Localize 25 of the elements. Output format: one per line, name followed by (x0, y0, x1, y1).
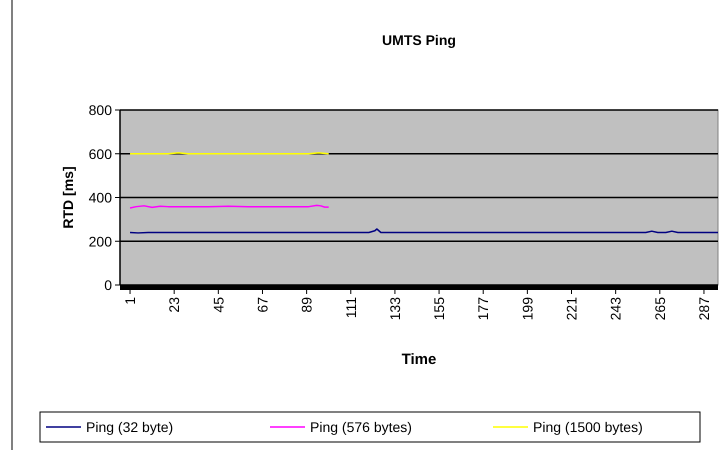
x-tick-label: 221 (564, 296, 580, 320)
x-tick-label: 67 (254, 296, 270, 313)
y-tick-label: 600 (88, 146, 112, 162)
x-tick-label: 199 (519, 296, 536, 320)
y-axis-title: RTD [ms] (60, 166, 76, 229)
legend-label: Ping (1500 bytes) (533, 419, 643, 435)
x-tick-label: 155 (431, 296, 448, 320)
x-tick-label: 243 (608, 296, 624, 320)
x-tick-label: 111 (342, 296, 359, 318)
y-tick-label: 0 (104, 277, 112, 293)
x-tick-label: 287 (696, 296, 712, 320)
chart-title: UMTS Ping (382, 32, 456, 48)
legend-label: Ping (576 bytes) (310, 419, 412, 435)
y-tick-label: 400 (88, 190, 112, 206)
y-tick-label: 800 (88, 102, 112, 118)
x-tick-label: 89 (298, 296, 315, 313)
x-tick-label: 265 (652, 296, 668, 320)
x-tick-label: 1 (122, 296, 138, 305)
x-tick-label: 177 (475, 296, 492, 320)
y-tick-label: 200 (88, 233, 112, 250)
x-tick-label: 23 (166, 296, 182, 313)
legend-label: Ping (32 byte) (86, 419, 174, 435)
x-axis-title: Time (402, 351, 436, 368)
x-tick-label: 133 (386, 296, 403, 320)
x-tick-label: 45 (210, 296, 226, 313)
